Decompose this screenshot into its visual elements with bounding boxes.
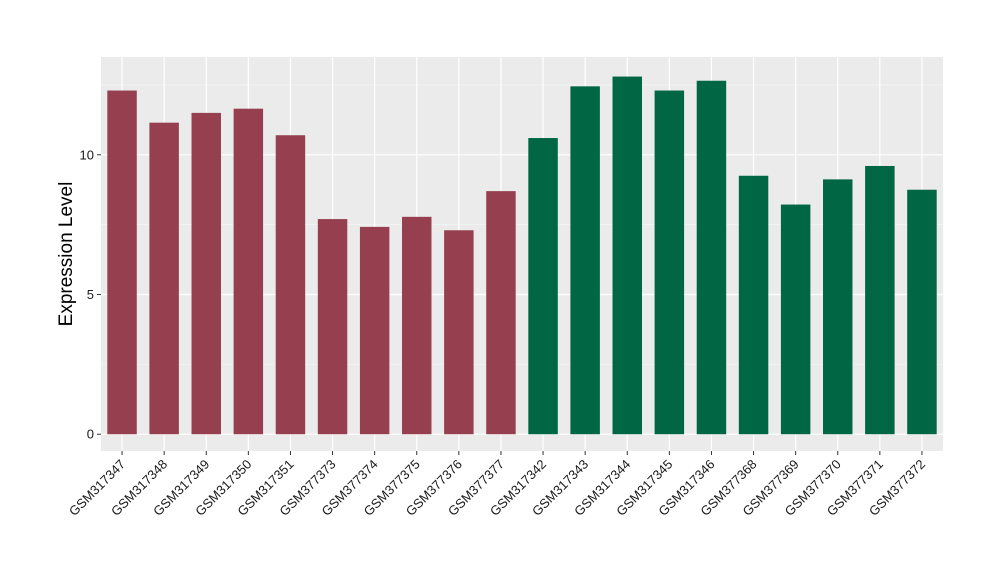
y-axis-ticks: 0 5 10 <box>80 147 101 442</box>
bar-GSM377370 <box>823 179 853 435</box>
bar-GSM317343 <box>570 86 600 435</box>
bar-GSM317344 <box>612 76 642 435</box>
bar-GSM377371 <box>865 165 895 435</box>
plot-panel <box>101 57 943 451</box>
bar-GSM377368 <box>738 175 769 435</box>
bar-GSM317347 <box>107 90 137 435</box>
bar-GSM317348 <box>149 122 179 435</box>
bar-GSM377373 <box>317 219 348 435</box>
bar-GSM377369 <box>780 204 811 435</box>
y-tick-label: 10 <box>80 147 94 162</box>
bar-GSM317350 <box>233 108 264 435</box>
bar-GSM317345 <box>654 90 685 435</box>
bar-GSM377372 <box>907 189 937 435</box>
y-axis-title: Expression Level <box>56 182 77 327</box>
bar-GSM377375 <box>402 216 432 435</box>
bar-GSM377374 <box>359 226 390 435</box>
y-tick-label: 5 <box>87 287 94 302</box>
bar-GSM377376 <box>444 230 474 435</box>
x-axis-ticks: GSM317347GSM317348GSM317349GSM317350GSM3… <box>66 451 928 519</box>
bar-GSM317342 <box>528 138 558 435</box>
y-tick-label: 0 <box>87 427 94 442</box>
bar-GSM317349 <box>191 112 221 435</box>
bar-GSM377377 <box>486 191 516 435</box>
bar-GSM317351 <box>275 135 306 435</box>
bar-GSM317346 <box>696 80 727 435</box>
bars <box>107 76 937 435</box>
